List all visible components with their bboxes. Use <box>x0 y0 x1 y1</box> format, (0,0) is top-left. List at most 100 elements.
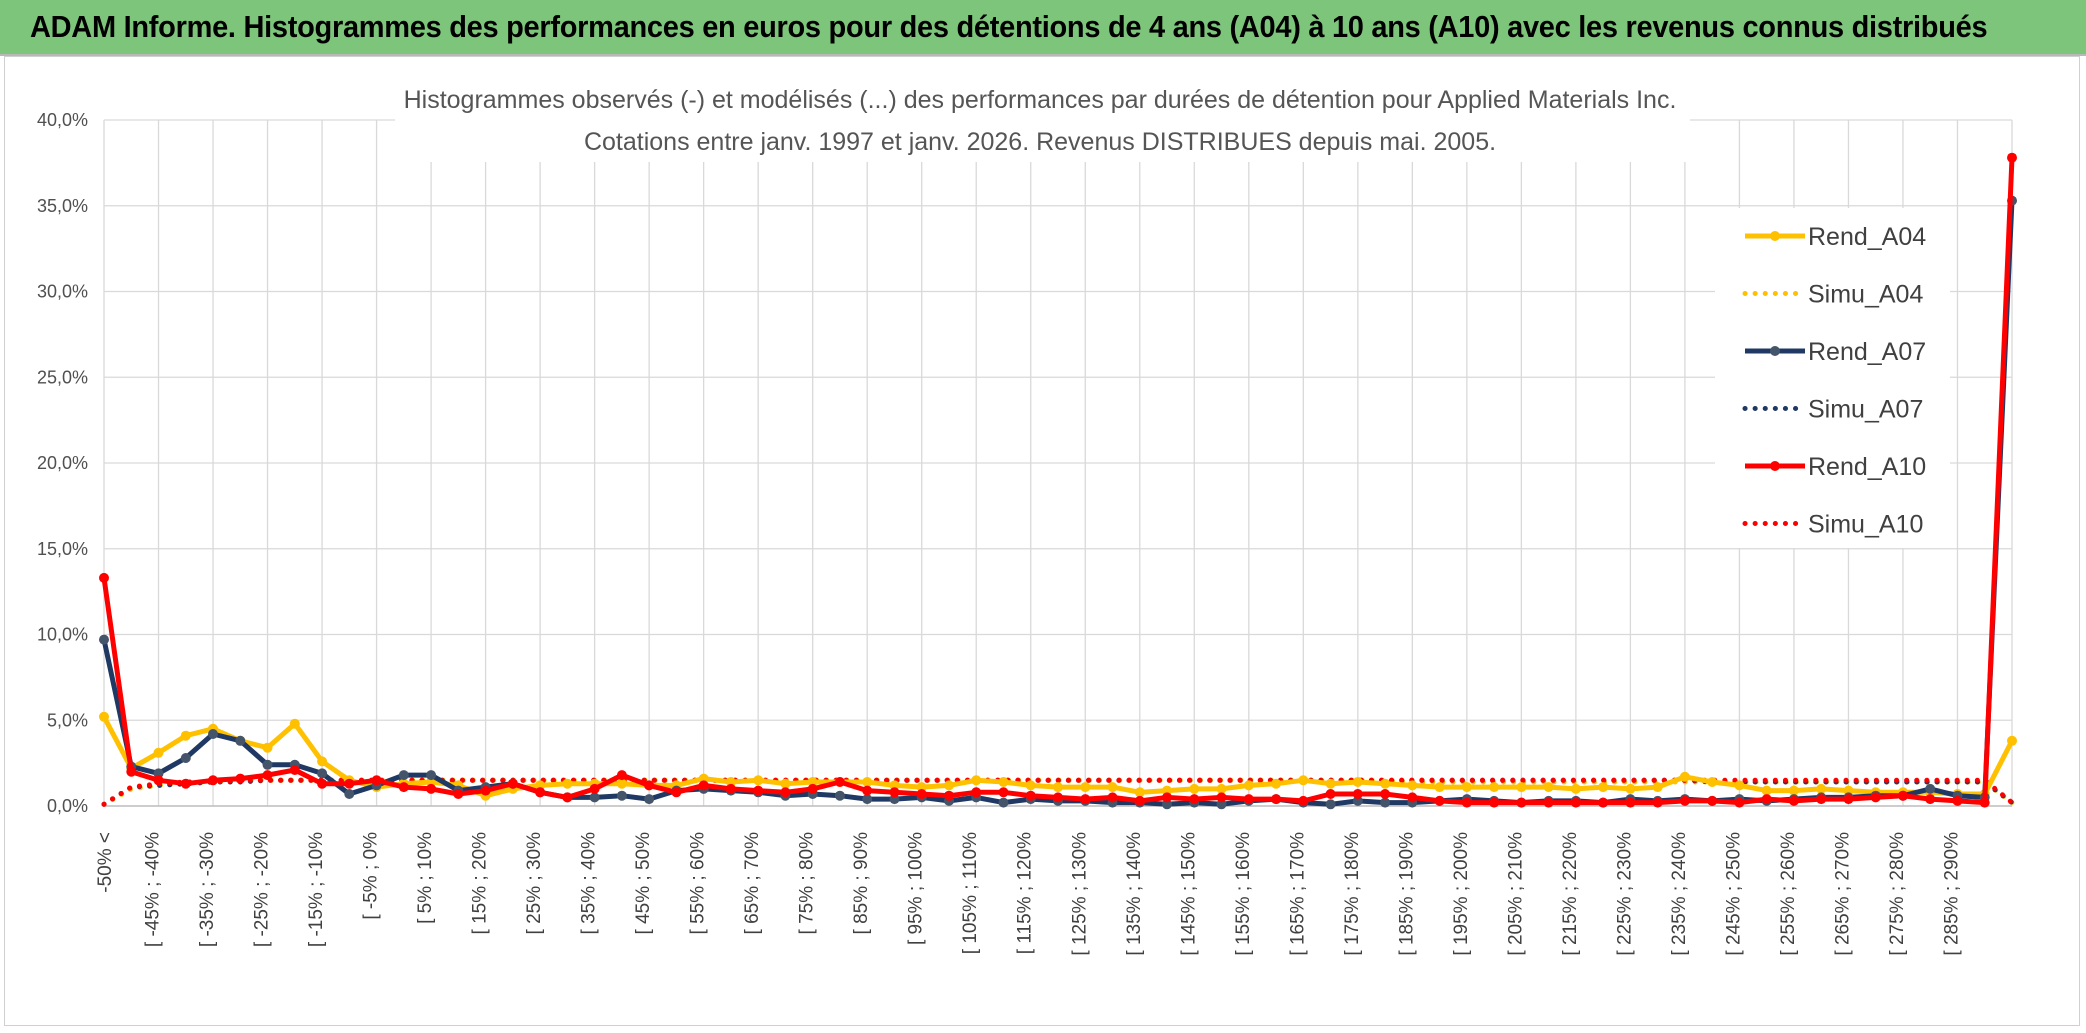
data-point <box>1134 787 1145 798</box>
legend-label: Rend_A07 <box>1808 338 1926 366</box>
data-point <box>262 759 273 770</box>
data-point <box>1434 795 1445 806</box>
y-tick-label: 25,0% <box>37 367 88 387</box>
x-tick-label: [ -25% ; -20% <box>252 832 273 947</box>
data-point <box>780 778 791 789</box>
data-point <box>1216 792 1227 803</box>
data-point <box>998 787 1009 798</box>
page-banner: ADAM Informe. Histogrammes des performan… <box>0 0 2086 56</box>
x-tick-label: [ 95% ; 100% <box>906 832 927 945</box>
data-point <box>1352 795 1363 806</box>
data-point <box>916 782 927 793</box>
y-tick-label: 5,0% <box>47 710 88 730</box>
data-point <box>1189 794 1200 805</box>
data-point <box>2007 152 2017 163</box>
chart-title: Histogrammes observés (-) et modélisés (… <box>404 86 1677 114</box>
data-point <box>289 765 300 775</box>
series-Rend_A04 <box>99 711 2017 801</box>
data-point <box>1707 795 1718 806</box>
data-point <box>317 768 328 779</box>
data-point <box>1025 780 1036 791</box>
chart-legend: Rend_A04 Simu_A04 Rend_A07 Simu_A07 Rend_A10… <box>1742 223 1926 539</box>
data-point <box>1162 792 1172 803</box>
data-point <box>1570 797 1581 808</box>
data-point <box>971 775 982 786</box>
data-point <box>1107 782 1118 793</box>
x-tick-label: [ -15% ; -10% <box>306 832 327 947</box>
legend-item: Simu_A04 <box>1742 281 1923 309</box>
data-point <box>99 634 109 645</box>
x-tick-label: [ 215% ; 220% <box>1560 832 1581 956</box>
data-point <box>1380 778 1391 789</box>
x-tick-label: [ 45% ; 50% <box>633 832 654 935</box>
data-point <box>1407 780 1418 791</box>
legend-label: Simu_A10 <box>1808 511 1923 539</box>
data-point <box>1788 785 1799 796</box>
data-point <box>2007 735 2017 746</box>
data-point <box>126 766 137 777</box>
data-point <box>1816 794 1827 805</box>
data-point <box>944 780 954 791</box>
data-point <box>507 778 518 789</box>
data-point <box>453 789 464 799</box>
data-point <box>1952 795 1963 806</box>
x-tick-label: [ -35% ; -30% <box>197 832 218 947</box>
legend-item: Rend_A04 <box>1745 223 1926 251</box>
data-point <box>1652 782 1663 793</box>
legend-marker <box>1770 231 1780 241</box>
data-point <box>426 783 437 794</box>
data-point <box>1707 777 1718 787</box>
legend-label: Simu_A04 <box>1808 281 1923 309</box>
y-tick-label: 0,0% <box>47 796 88 816</box>
data-point <box>1298 795 1309 806</box>
data-point <box>1679 795 1690 806</box>
data-point <box>153 768 164 779</box>
x-tick-label: -50% < <box>95 832 116 893</box>
chart-subtitle: Cotations entre janv. 1997 et janv. 2026… <box>584 128 1496 156</box>
data-point <box>1298 775 1309 786</box>
x-tick-label: [ -5% ; 0% <box>361 832 382 920</box>
x-tick-label: [ 255% ; 260% <box>1778 832 1799 956</box>
legend-item: Simu_A10 <box>1742 511 1923 539</box>
x-tick-label: [ 285% ; 290% <box>1941 832 1962 956</box>
data-point <box>153 775 164 786</box>
data-point <box>1516 797 1527 808</box>
data-point <box>235 773 246 784</box>
data-point <box>208 729 218 739</box>
x-tick-label: [ 165% ; 170% <box>1287 832 1308 956</box>
x-tick-label: [ 145% ; 150% <box>1178 832 1199 956</box>
data-point <box>780 787 791 798</box>
x-tick-label: [ 35% ; 40% <box>579 832 600 935</box>
data-point <box>289 718 300 729</box>
data-point <box>1816 783 1827 794</box>
data-point <box>589 783 600 794</box>
data-point <box>562 778 573 789</box>
data-point <box>1352 777 1363 787</box>
series-Rend_A10 <box>99 152 2017 808</box>
data-point <box>398 770 409 781</box>
data-point <box>1516 782 1527 793</box>
data-point <box>344 778 355 789</box>
data-point <box>317 778 328 789</box>
legend-label: Rend_A04 <box>1808 223 1926 251</box>
data-point <box>1134 795 1145 806</box>
x-tick-label: [ 155% ; 160% <box>1233 832 1254 956</box>
data-point <box>426 777 437 787</box>
data-point <box>1870 792 1881 803</box>
data-point <box>398 782 409 793</box>
data-point <box>180 778 191 789</box>
data-point <box>344 789 355 799</box>
x-tick-label: [ 235% ; 240% <box>1669 832 1690 956</box>
y-tick-label: 30,0% <box>37 282 88 302</box>
x-tick-label: [ 135% ; 140% <box>1124 832 1145 956</box>
data-point <box>99 572 109 583</box>
data-point <box>671 787 682 798</box>
data-point <box>1925 783 1936 794</box>
x-tick-label: [ 75% ; 80% <box>797 832 818 935</box>
data-point <box>1598 797 1609 808</box>
data-point <box>262 742 273 753</box>
data-point <box>1107 792 1118 803</box>
legend-item: Rend_A07 <box>1745 338 1926 366</box>
data-point <box>1080 794 1091 805</box>
data-point <box>834 790 845 801</box>
